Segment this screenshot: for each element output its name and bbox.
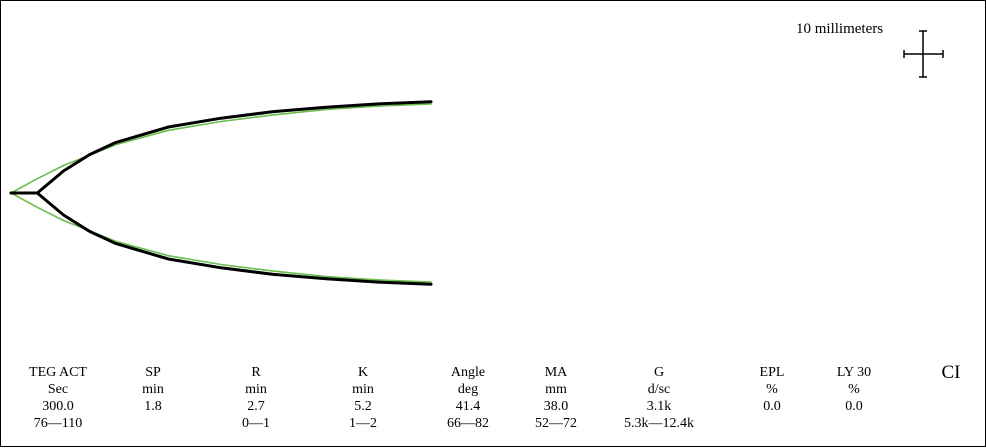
param-col-g: G d/sc 3.1k 5.3k—12.4k [609, 364, 709, 432]
param-range: 52—72 [535, 416, 577, 431]
param-unit: % [766, 382, 778, 397]
param-value: 0.0 [845, 399, 863, 414]
param-name: G [653, 365, 665, 380]
param-col-r: R min 2.7 0—1 [231, 364, 281, 432]
param-unit: min [142, 382, 164, 397]
param-value: 5.2 [354, 399, 372, 414]
param-range [128, 415, 178, 432]
param-col-k: K min 5.2 1—2 [338, 364, 388, 432]
patient-trace-upper [9, 100, 433, 195]
param-range: 5.3k—12.4k [624, 416, 694, 431]
param-unit [931, 381, 971, 398]
param-col-epl: EPL % 0.0 [742, 364, 802, 432]
param-unit: Sec [47, 382, 69, 397]
param-value: 1.8 [144, 399, 162, 414]
param-range [931, 415, 971, 432]
param-value: 0.0 [763, 399, 781, 414]
param-value: 41.4 [455, 399, 481, 414]
param-name: CI [941, 362, 961, 383]
param-range: 66—82 [447, 416, 489, 431]
param-name: Angle [450, 365, 486, 380]
param-col-ci: CI [931, 362, 971, 432]
param-name: K [357, 365, 369, 380]
param-col-ly30: LY 30 % 0.0 [824, 364, 884, 432]
param-range [742, 415, 802, 432]
param-col-sp: SP min 1.8 [128, 364, 178, 432]
param-range: 1—2 [349, 416, 377, 431]
param-value: 2.7 [247, 399, 265, 414]
param-name: LY 30 [836, 365, 872, 380]
param-unit: min [352, 382, 374, 397]
param-name: R [251, 365, 261, 380]
param-unit: d/sc [647, 382, 671, 397]
param-name: MA [544, 365, 568, 380]
param-col-teg-act: TEG ACT Sec 300.0 76—110 [17, 364, 99, 432]
patient-trace-lower [9, 191, 433, 286]
param-unit: % [848, 382, 860, 397]
param-unit: deg [457, 382, 479, 397]
param-name: EPL [759, 365, 785, 380]
param-range: 76—110 [33, 416, 83, 431]
param-range [824, 415, 884, 432]
param-range: 0—1 [242, 416, 270, 431]
param-name: TEG ACT [29, 365, 87, 380]
scale-crosshair-icon [903, 30, 944, 78]
param-value [931, 398, 971, 415]
param-value: 3.1k [646, 399, 672, 414]
reference-trace-upper [10, 103, 432, 194]
param-name: SP [145, 365, 161, 380]
param-unit: mm [545, 382, 567, 397]
scale-bar-label: 10 millimeters [796, 21, 884, 37]
param-col-angle: Angle deg 41.4 66—82 [433, 364, 503, 432]
param-value: 300.0 [42, 399, 74, 414]
param-col-ma: MA mm 38.0 52—72 [521, 364, 591, 432]
param-value: 38.0 [543, 399, 569, 414]
param-unit: min [245, 382, 267, 397]
reference-trace-lower [10, 192, 432, 283]
